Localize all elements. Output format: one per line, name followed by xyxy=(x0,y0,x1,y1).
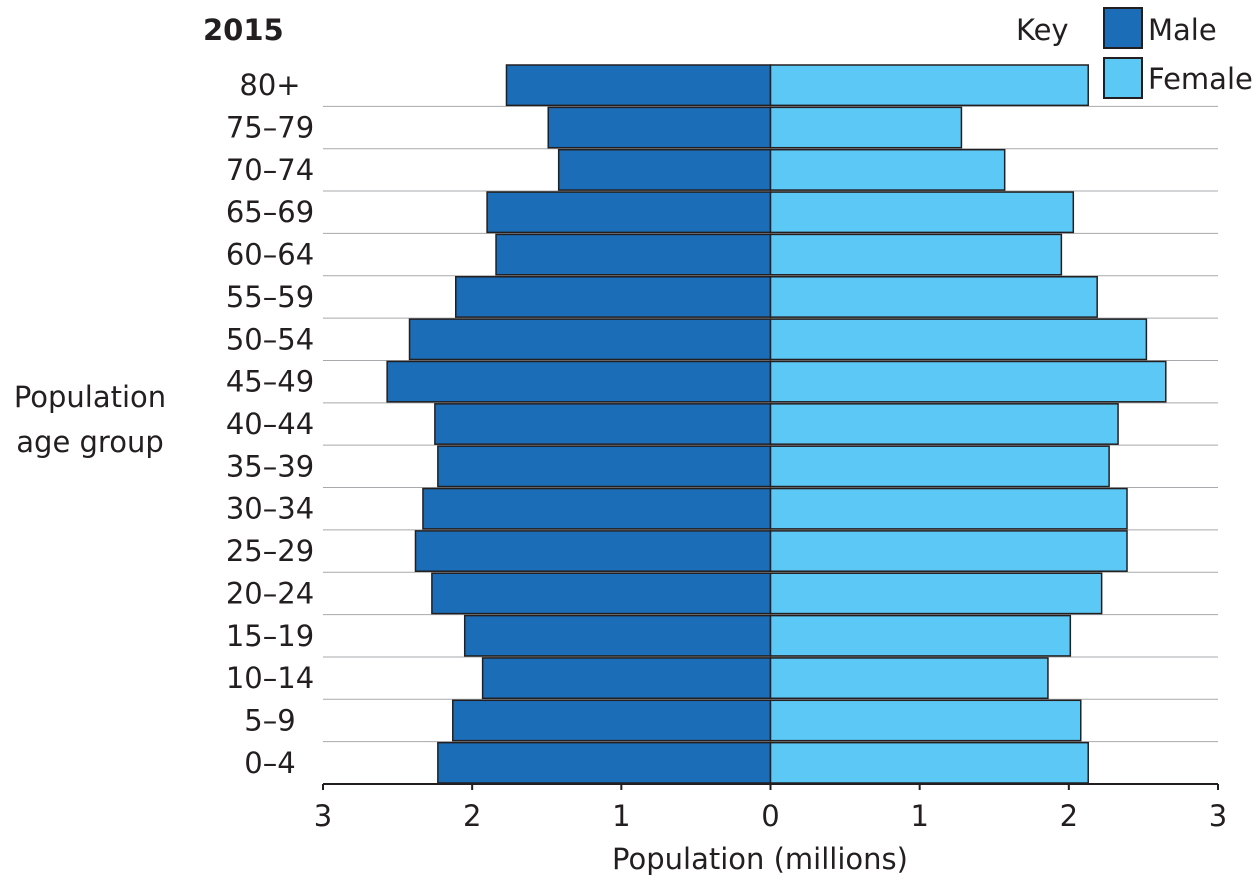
bar-male-5-9 xyxy=(452,699,772,742)
bar-female-75-79 xyxy=(769,106,963,149)
age-label-60-64: 60–64 xyxy=(226,238,314,272)
bar-female-15-19 xyxy=(769,614,1072,657)
age-label-5-9: 5–9 xyxy=(244,703,295,737)
y-axis-title-line-1: Population xyxy=(14,380,166,414)
x-tick-label: 1 xyxy=(612,799,630,833)
x-tick-label: 3 xyxy=(314,799,332,833)
bar-female-25-29 xyxy=(769,530,1128,572)
bar-male-10-14 xyxy=(481,657,772,700)
legend-swatch-female xyxy=(1103,57,1143,99)
bar-female-40-44 xyxy=(769,403,1119,445)
bar-female-55-59 xyxy=(769,276,1098,318)
age-label-55-59: 55–59 xyxy=(226,280,314,314)
age-label-80: 80+ xyxy=(239,68,300,102)
bar-male-70-74 xyxy=(557,148,772,191)
age-label-25-29: 25–29 xyxy=(226,534,314,568)
age-group-labels: 80+ 75–79 70–74 65–69 60–64 55–59 50–54 45–49 40… xyxy=(226,68,314,780)
bar-female-10-14 xyxy=(769,657,1049,700)
x-tick-label: 2 xyxy=(1060,799,1078,833)
bar-female-45-49 xyxy=(769,360,1167,403)
y-axis-title-line-2: age group xyxy=(16,425,163,459)
legend-swatch-male xyxy=(1103,7,1143,49)
age-label-65-69: 65–69 xyxy=(226,195,314,229)
bar-female-80 xyxy=(769,64,1089,107)
bar-female-35-39 xyxy=(769,445,1110,488)
bar-male-45-49 xyxy=(386,360,772,403)
bars xyxy=(386,64,1167,784)
x-axis-title: Population (millions) xyxy=(612,842,908,876)
bar-female-60-64 xyxy=(769,233,1063,276)
legend: Key Male Female xyxy=(1016,7,1253,99)
age-label-20-24: 20–24 xyxy=(226,576,314,610)
legend-title: Key xyxy=(1016,13,1069,47)
age-label-15-19: 15–19 xyxy=(226,619,314,653)
bar-female-30-34 xyxy=(769,487,1128,530)
bar-female-70-74 xyxy=(769,148,1006,191)
x-tick-label: 2 xyxy=(463,799,481,833)
bar-male-65-69 xyxy=(486,191,772,234)
x-tick-label: 1 xyxy=(910,799,928,833)
bar-female-65-69 xyxy=(769,191,1075,234)
legend-label-male: Male xyxy=(1148,13,1217,47)
y-axis-title: Population age group xyxy=(14,380,166,459)
chart-title: 2015 xyxy=(203,13,284,47)
age-label-0-4: 0–4 xyxy=(244,746,295,780)
bar-male-25-29 xyxy=(414,530,772,572)
age-label-50-54: 50–54 xyxy=(226,322,314,356)
bar-female-20-24 xyxy=(769,572,1103,615)
bar-female-0-4 xyxy=(769,741,1089,784)
age-label-45-49: 45–49 xyxy=(226,365,314,399)
x-axis-ticks: 3 2 1 0 1 2 3 xyxy=(314,784,1227,833)
bar-male-75-79 xyxy=(547,106,772,149)
age-label-70-74: 70–74 xyxy=(226,153,314,187)
bar-male-40-44 xyxy=(434,403,772,445)
age-label-75-79: 75–79 xyxy=(226,111,314,145)
x-tick-label: 3 xyxy=(1209,799,1227,833)
bar-male-30-34 xyxy=(422,487,772,530)
legend-label-female: Female xyxy=(1148,62,1253,96)
x-tick-label: 0 xyxy=(761,799,779,833)
bar-male-20-24 xyxy=(431,572,772,615)
bar-male-80 xyxy=(505,64,772,107)
bar-male-60-64 xyxy=(495,233,772,276)
age-label-35-39: 35–39 xyxy=(226,449,314,483)
gridlines xyxy=(323,105,1218,743)
bar-male-15-19 xyxy=(463,614,772,657)
bar-male-0-4 xyxy=(437,741,772,784)
bar-male-50-54 xyxy=(408,318,772,361)
age-label-40-44: 40–44 xyxy=(226,407,314,441)
age-label-10-14: 10–14 xyxy=(226,661,314,695)
bar-female-5-9 xyxy=(769,699,1082,742)
bar-female-50-54 xyxy=(769,318,1148,361)
age-label-30-34: 30–34 xyxy=(226,492,314,526)
bar-male-55-59 xyxy=(455,276,772,318)
bar-male-35-39 xyxy=(437,445,772,488)
